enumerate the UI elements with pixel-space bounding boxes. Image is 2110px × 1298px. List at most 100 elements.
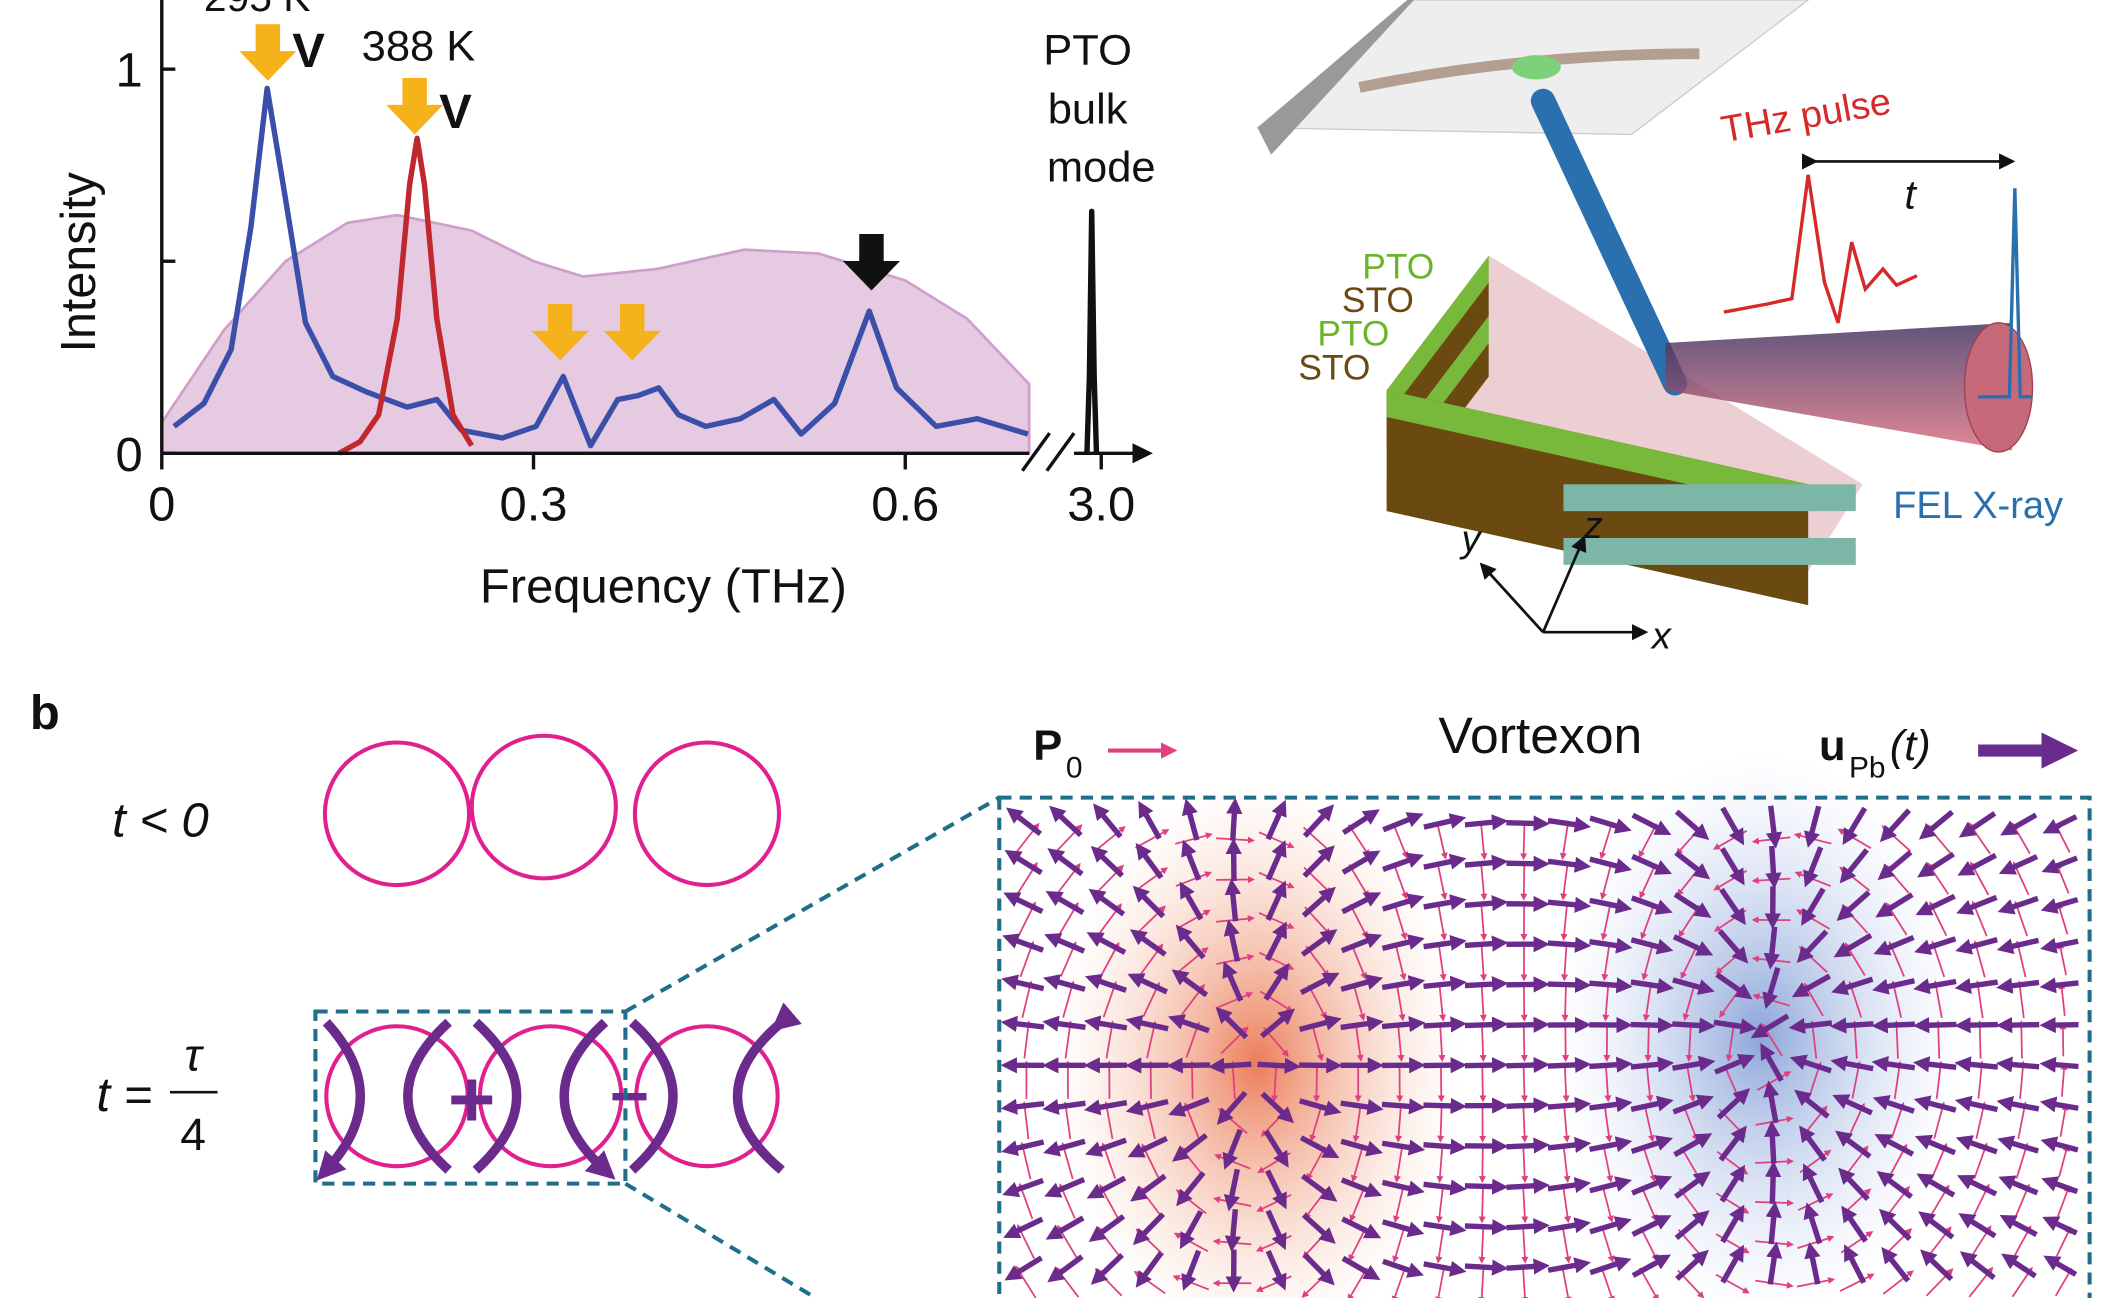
layer-label: STO — [1342, 281, 1414, 320]
displacement-arrow — [1836, 890, 1871, 921]
displacement-arrow — [1464, 1057, 1509, 1074]
displacement-arrow — [1176, 1171, 1206, 1207]
displacement-arrow — [1224, 1209, 1242, 1253]
displacement-arrow — [1127, 1135, 1168, 1158]
polarization-arrow — [1217, 992, 1254, 1009]
displacement-arrow — [1298, 1014, 1342, 1033]
polarization-arrow — [1559, 821, 1570, 861]
polarization-arrow — [1479, 942, 1488, 982]
displacement-arrow — [1257, 1057, 1302, 1074]
condition: t < 0 — [112, 794, 209, 848]
displacement-arrow — [1719, 847, 1745, 886]
displacement-arrow — [1047, 1254, 1084, 1283]
displacement-arrow — [1631, 1175, 1673, 1196]
y-axis-label: Intensity — [52, 171, 106, 352]
displacement-arrow — [1265, 1169, 1287, 1210]
layer — [1563, 484, 1856, 512]
polarization-arrow — [1521, 1144, 1529, 1184]
displacement-arrow — [1226, 797, 1243, 841]
displacement-arrow — [1916, 1173, 1956, 1198]
label: THz pulse — [1718, 81, 1894, 152]
displacement-arrow — [1215, 1006, 1249, 1040]
line — [1084, 208, 1100, 454]
displacement-arrow — [1382, 1258, 1425, 1278]
polarization-arrow — [1602, 1144, 1614, 1183]
peak-arrow — [239, 24, 297, 81]
displacement-arrow — [2043, 1255, 2078, 1277]
displacement-arrow — [1125, 1015, 1169, 1032]
displacement-arrow — [1674, 1171, 1711, 1199]
polarization-arrow — [1974, 979, 1984, 1019]
displacement-arrow — [1464, 1259, 1509, 1276]
displacement-arrow — [1423, 975, 1467, 992]
displacement-arrow — [2040, 897, 2079, 914]
displacement-arrow — [1718, 1125, 1747, 1162]
polarization-arrow — [1893, 1020, 1901, 1059]
displacement-arrow — [1506, 1056, 1550, 1074]
displacement-arrow — [1002, 1177, 1045, 1198]
displacement-arrow — [1801, 887, 1826, 926]
displacement-arrow — [1874, 1134, 1915, 1157]
displacement-arrow — [1672, 1017, 1716, 1034]
polarization-arrow — [1640, 1186, 1658, 1222]
polarization-arrow — [1520, 821, 1528, 861]
displacement-arrow — [1382, 812, 1424, 833]
arc — [732, 1002, 802, 1174]
zoom-region — [997, 795, 2092, 1298]
polarization-arrow — [1641, 943, 1654, 981]
displacement-arrow — [1675, 1249, 1709, 1281]
displacement-arrow — [1873, 934, 1915, 956]
displacement-arrow — [1302, 804, 1335, 838]
displacement-arrow — [1717, 929, 1749, 964]
displacement-arrow — [1832, 1094, 1873, 1116]
displacement-arrow — [1265, 880, 1287, 921]
displacement-arrow — [1878, 1208, 1912, 1241]
polarization-arrow — [1560, 862, 1569, 901]
polarization-arrow — [1602, 983, 1610, 1022]
displacement-arrow — [1788, 1017, 1833, 1035]
polarization-arrow — [1183, 1102, 1200, 1139]
annotation: V — [292, 24, 325, 78]
displacement-arrow — [1547, 856, 1592, 873]
displacement-arrow — [1875, 892, 1914, 918]
polarization-arrow — [1229, 1060, 1237, 1099]
displacement-arrow — [1300, 1173, 1338, 1202]
polarization-arrow — [1478, 1265, 1486, 1298]
displacement-arrow — [1918, 1211, 1955, 1240]
polarization-arrow — [1890, 1101, 1906, 1139]
displacement-arrow — [1995, 1056, 2040, 1073]
displacement-arrow — [1842, 806, 1868, 846]
displacement-arrow — [1302, 845, 1335, 878]
polarization-arrow — [1562, 1185, 1572, 1224]
displacement-arrow — [1720, 1204, 1745, 1244]
polarization-arrow — [1725, 1023, 1735, 1062]
spectrum-chart: 0 1 0 0.3 0.6 3.0 Frequency (THz) Intensity 295 … — [52, 0, 1156, 614]
displacement-arrow — [1954, 1017, 1998, 1034]
polarization-arrow — [1931, 1142, 1948, 1179]
polarization-arrow — [1682, 983, 1696, 1021]
polarization-arrow — [1436, 822, 1448, 860]
peak-arrow — [386, 78, 444, 135]
displacement-arrow — [1086, 1175, 1127, 1199]
displacement-arrow — [1715, 972, 1753, 1000]
displacement-arrow — [2000, 812, 2038, 836]
displacement-arrow — [1042, 1098, 1086, 1115]
displacement-arrow — [1713, 1018, 1757, 1035]
polarization-arrow — [1479, 821, 1488, 861]
polarization-arrow — [1640, 903, 1656, 940]
displacement-arrow — [1093, 803, 1123, 839]
displacement-arrow — [1047, 848, 1084, 877]
displacement-arrow — [1302, 1252, 1335, 1286]
displacement-arrow — [2042, 814, 2078, 834]
displacement-arrow — [1958, 811, 1997, 838]
panel-b: b t < 0 t = τ 4 + − Vortexon — [30, 686, 2092, 1298]
displacement-arrow — [1914, 1134, 1957, 1156]
peak-arrow — [531, 303, 589, 361]
polarization-arrow — [1352, 983, 1366, 1021]
displacement-arrow — [1803, 846, 1824, 888]
annotation: mode — [1047, 144, 1156, 192]
polarization-arrow — [2017, 1101, 2028, 1139]
polarization-arrow — [1060, 1141, 1074, 1180]
displacement-arrow — [1300, 929, 1338, 957]
polarization-arrow — [1435, 1225, 1445, 1264]
